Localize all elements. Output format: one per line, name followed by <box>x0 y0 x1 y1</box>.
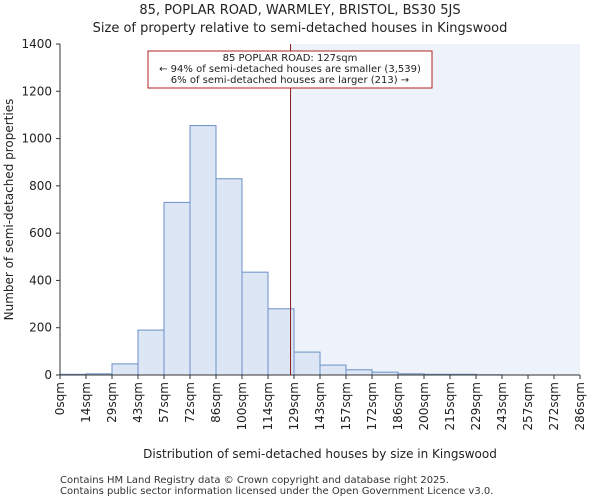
histogram-bar <box>293 351 321 376</box>
x-tick-label: 0sqm <box>53 382 67 415</box>
x-tick-label: 100sqm <box>235 382 249 430</box>
x-tick-label: 257sqm <box>521 382 535 430</box>
y-tick-label: 600 <box>29 226 52 240</box>
annotation-smaller: ← 94% of semi-detached houses are smalle… <box>159 64 421 75</box>
y-tick-label: 1400 <box>21 37 52 51</box>
y-axis-label: Number of semi-detached properties <box>2 99 16 321</box>
x-tick-label: 172sqm <box>365 382 379 430</box>
annotation-larger: 6% of semi-detached houses are larger (2… <box>171 75 409 86</box>
y-tick-label: 200 <box>29 321 52 335</box>
x-tick-label: 186sqm <box>391 382 405 430</box>
x-tick-label: 114sqm <box>261 382 275 430</box>
x-tick-label: 215sqm <box>443 382 457 430</box>
histogram-bar <box>189 125 217 376</box>
x-tick-label: 272sqm <box>547 382 561 430</box>
histogram-chart: 0 200 400 600 800 1000 1200 1400 0sqm 14sqm 29sqm… <box>2 37 587 461</box>
footer-licence: Contains public sector information licen… <box>60 486 494 497</box>
x-tick-label: 43sqm <box>131 382 145 423</box>
x-tick-label: 286sqm <box>573 382 587 430</box>
x-tick-label: 14sqm <box>79 382 93 423</box>
y-tick-label: 400 <box>29 273 52 287</box>
histogram-bar <box>215 178 243 376</box>
histogram-bar <box>345 369 373 376</box>
footer-copyright: Contains HM Land Registry data © Crown c… <box>60 475 449 486</box>
x-tick-label: 243sqm <box>495 382 509 430</box>
histogram-bar <box>137 329 165 376</box>
y-tick-label: 0 <box>44 368 52 382</box>
x-tick-label: 229sqm <box>469 382 483 430</box>
x-tick-label: 29sqm <box>105 382 119 423</box>
annotation-property: 85 POPLAR ROAD: 127sqm <box>223 53 358 64</box>
y-tick-label: 1200 <box>21 84 52 98</box>
x-tick-label: 129sqm <box>287 382 301 430</box>
x-tick-label: 86sqm <box>209 382 223 423</box>
histogram-bar <box>267 308 295 376</box>
histogram-bar <box>319 364 347 376</box>
histogram-bar <box>111 363 139 376</box>
chart-title: Size of property relative to semi-detach… <box>92 21 508 36</box>
x-axis-label: Distribution of semi-detached houses by … <box>143 447 497 461</box>
chart-title-address: 85, POPLAR ROAD, WARMLEY, BRISTOL, BS30 … <box>139 3 461 18</box>
histogram-bar <box>241 271 269 376</box>
x-tick-label: 157sqm <box>339 382 353 430</box>
x-tick-label: 143sqm <box>313 382 327 430</box>
y-tick-label: 1000 <box>21 132 52 146</box>
larger-region-shade <box>290 44 580 375</box>
annotation-box <box>147 50 433 89</box>
x-tick-label: 72sqm <box>183 382 197 423</box>
y-tick-label: 800 <box>29 179 52 193</box>
x-tick-label: 200sqm <box>417 382 431 430</box>
histogram-bar <box>163 201 191 376</box>
x-tick-label: 57sqm <box>157 382 171 423</box>
